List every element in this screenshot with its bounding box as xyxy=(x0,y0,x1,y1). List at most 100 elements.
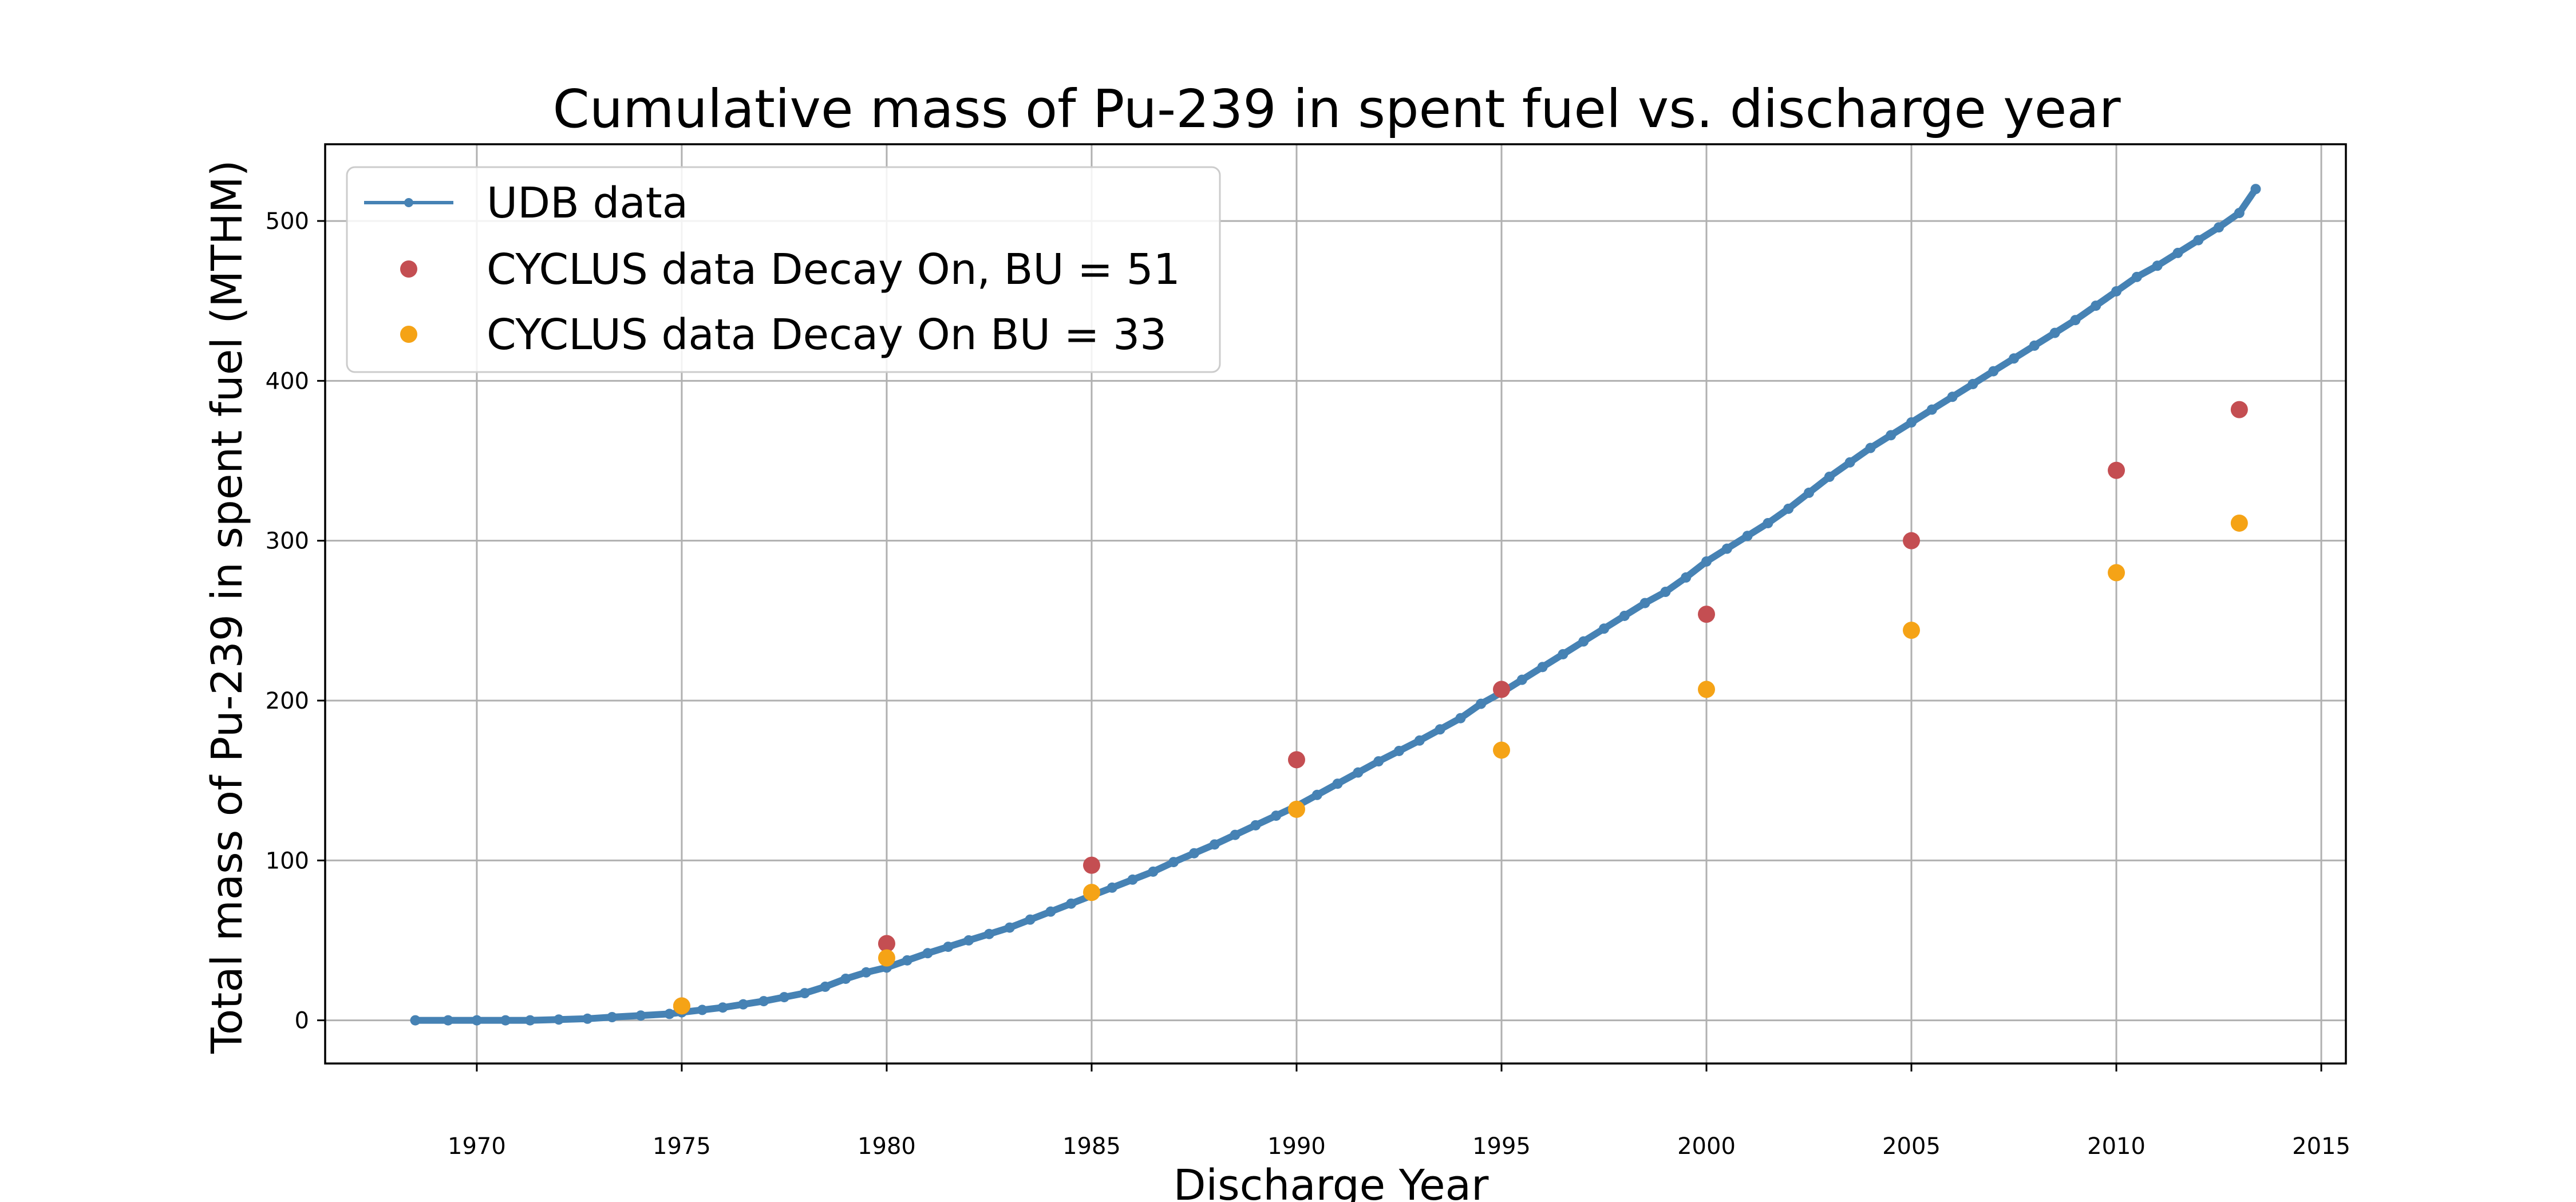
legend-box xyxy=(346,166,1221,373)
udb-data-point xyxy=(840,973,851,984)
axis-ticks: 1970 1975 1980 1985 1990 1995 2000 2005 2010 2015… xyxy=(266,208,2350,1160)
legend-swatch-bu51 xyxy=(400,260,417,278)
udb-data-point xyxy=(1271,810,1282,821)
udb-data-point xyxy=(582,1013,593,1024)
legend-swatch-udb-marker xyxy=(404,198,413,207)
udb-data-point xyxy=(1721,543,1732,554)
udb-data-point xyxy=(963,935,974,946)
y-tick-label: 500 xyxy=(266,208,309,235)
udb-data-point xyxy=(554,1014,564,1025)
udb-data-point xyxy=(410,1015,421,1026)
cyclus-data-point xyxy=(1287,751,1305,769)
udb-data-point xyxy=(1188,848,1199,859)
udb-data-point xyxy=(471,1015,482,1026)
cyclus-data-point xyxy=(1698,681,1716,698)
udb-data-point xyxy=(1906,417,1917,428)
udb-data-point xyxy=(1353,767,1364,778)
udb-data-point xyxy=(1148,866,1159,877)
udb-data-point xyxy=(442,1015,453,1026)
x-tick-label: 1985 xyxy=(1062,1133,1121,1160)
udb-data-point xyxy=(922,948,933,959)
chart-title: Cumulative mass of Pu-239 in spent fuel … xyxy=(552,78,2120,140)
udb-data-point xyxy=(983,928,994,939)
udb-data-point xyxy=(1311,789,1322,800)
udb-data-point xyxy=(1804,487,1815,498)
udb-data-point xyxy=(861,967,872,978)
udb-data-point xyxy=(1476,698,1487,709)
udb-data-point xyxy=(738,999,749,1010)
udb-data-point xyxy=(607,1012,618,1023)
x-tick-label: 1975 xyxy=(653,1133,711,1160)
udb-data-point xyxy=(1127,874,1138,885)
udb-data-point xyxy=(799,988,810,999)
udb-data-point xyxy=(1926,404,1937,415)
udb-data-point xyxy=(635,1010,646,1021)
udb-data-point xyxy=(1558,649,1568,659)
cyclus-data-point xyxy=(1082,884,1100,902)
udb-data-point xyxy=(758,996,769,1007)
series-1 xyxy=(673,401,2248,1015)
udb-data-line xyxy=(412,185,2259,1024)
udb-data-point xyxy=(1967,378,1978,389)
x-tick-label: 1995 xyxy=(1472,1133,1531,1160)
legend: UDB data CYCLUS data Decay On, BU = 51 C… xyxy=(346,166,1221,373)
udb-data-point xyxy=(2091,300,2101,311)
udb-data-point xyxy=(2049,327,2060,338)
udb-data-point xyxy=(1742,531,1753,541)
udb-data-point xyxy=(525,1015,536,1026)
udb-data-point xyxy=(1209,839,1220,850)
cyclus-data-point xyxy=(878,949,895,967)
x-tick-label: 2005 xyxy=(1882,1133,1941,1160)
cyclus-data-point xyxy=(1903,532,1921,549)
series-layer xyxy=(410,184,2261,1026)
cyclus-data-point xyxy=(2108,461,2125,479)
udb-data-point xyxy=(1598,623,1609,634)
cyclus-data-point xyxy=(878,935,895,952)
cyclus-data-point xyxy=(1492,681,1510,698)
udb-data-point xyxy=(902,955,912,966)
udb-data-point xyxy=(1107,882,1117,893)
udb-data-point xyxy=(1373,756,1384,767)
udb-data-point xyxy=(664,1009,675,1019)
udb-data-point xyxy=(1639,598,1650,608)
udb-data-point xyxy=(1844,457,1855,468)
udb-data-point xyxy=(1435,724,1445,735)
cyclus-data-point xyxy=(1287,800,1305,818)
udb-data-point xyxy=(1988,366,1999,377)
cyclus-data-point xyxy=(1082,856,1100,874)
udb-data-point xyxy=(820,981,831,992)
cyclus-data-point xyxy=(2230,401,2248,418)
legend-label-bu33: CYCLUS data Decay On BU = 33 xyxy=(487,310,1167,359)
plot-frame xyxy=(324,143,2347,1065)
grid xyxy=(325,144,2346,1063)
udb-data-point xyxy=(1004,922,1015,933)
cyclus-data-point xyxy=(2230,514,2248,532)
udb-data-point xyxy=(1783,503,1794,514)
series-2 xyxy=(673,514,2248,1015)
legend-label-bu51: CYCLUS data Decay On, BU = 51 xyxy=(487,245,1180,294)
udb-data-point xyxy=(2250,184,2261,195)
y-tick-label: 0 xyxy=(295,1008,309,1034)
x-tick-label: 1980 xyxy=(858,1133,916,1160)
udb-data-point xyxy=(2111,286,2122,296)
udb-data-point xyxy=(1332,778,1343,789)
udb-data-point xyxy=(2172,247,2183,258)
udb-data-point xyxy=(2029,340,2040,351)
udb-data-point xyxy=(2009,353,2020,364)
udb-data-point xyxy=(779,992,789,1003)
cyclus-data-point xyxy=(673,997,690,1015)
udb-data-point xyxy=(717,1002,728,1013)
x-axis-label: Discharge Year xyxy=(1174,1161,1489,1202)
udb-data-point xyxy=(1066,898,1077,909)
y-tick-label: 200 xyxy=(266,688,309,714)
x-tick-label: 2000 xyxy=(1677,1133,1736,1160)
y-axis-label: Total mass of Pu-239 in spent fuel (MTHM… xyxy=(203,160,252,1054)
x-tick-label: 2010 xyxy=(2087,1133,2146,1160)
udb-data-point xyxy=(1250,820,1261,831)
udb-data-point xyxy=(1537,662,1548,673)
udb-data-point xyxy=(1393,745,1404,756)
udb-data-point xyxy=(1455,713,1466,723)
cyclus-data-point xyxy=(2108,564,2125,582)
y-tick-label: 100 xyxy=(266,848,309,874)
